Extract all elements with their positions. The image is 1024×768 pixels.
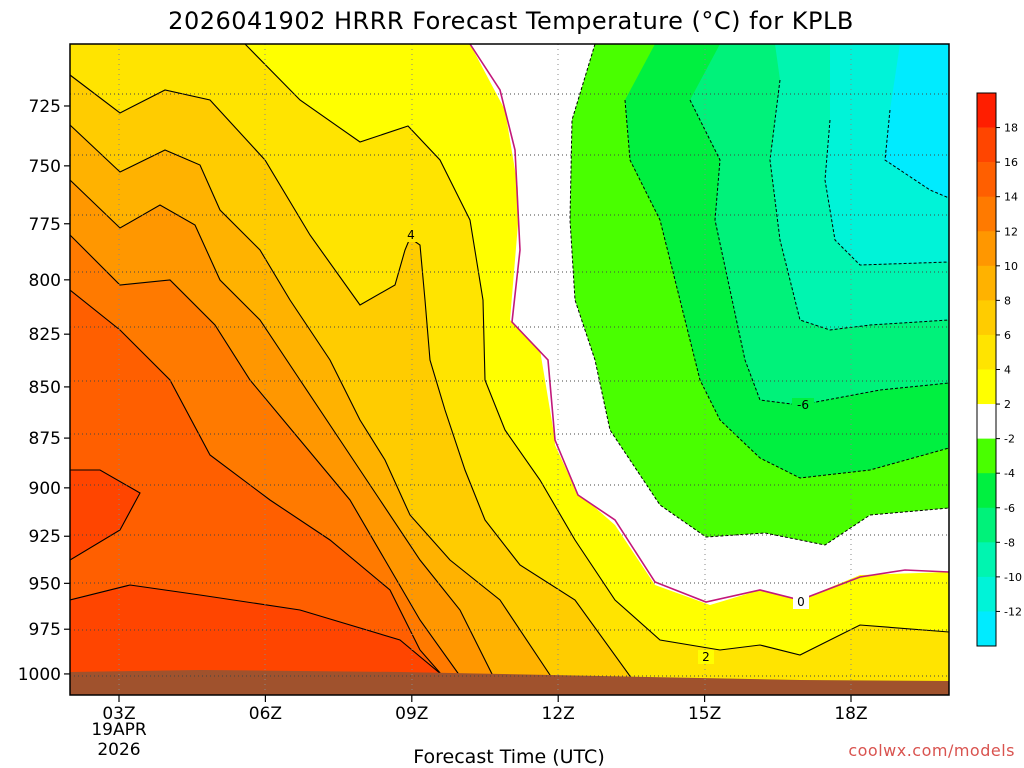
dashed-contours xyxy=(569,44,949,546)
x-tick-label: 12Z xyxy=(542,704,575,724)
chart-title: 2026041902 HRRR Forecast Temperature (°C… xyxy=(168,7,854,35)
colorbar-swatch xyxy=(977,196,996,232)
colorbar-label: 10 xyxy=(1004,260,1018,273)
colorbar-label: -2 xyxy=(1004,433,1015,446)
y-tick-label: 975 xyxy=(29,620,61,640)
colorbar-label: 18 xyxy=(1004,122,1018,135)
colorbar-label: 6 xyxy=(1004,329,1011,342)
contour-lines xyxy=(70,44,949,691)
colorbar-label: -8 xyxy=(1004,536,1015,549)
colorbar-label: -6 xyxy=(1004,502,1015,515)
y-tick-label: 850 xyxy=(29,378,61,398)
colorbar-swatch xyxy=(977,162,996,197)
colorbar-swatch xyxy=(977,404,996,439)
x-tick-label: 18Z xyxy=(834,704,867,724)
x-axis: 03Z 06Z 09Z 12Z 15Z 18Z xyxy=(102,695,868,724)
colorbar-swatch xyxy=(977,369,996,405)
colorbar-swatch xyxy=(977,576,996,612)
colorbar-swatch xyxy=(977,611,996,647)
band-minus14 xyxy=(885,44,949,198)
contour-fills xyxy=(70,44,949,695)
colorbar-label: -4 xyxy=(1004,467,1015,480)
freezing-line xyxy=(469,44,949,603)
contour-label-minus6: -6 xyxy=(797,398,809,412)
h-grid xyxy=(70,93,949,677)
colorbar-swatch xyxy=(977,507,996,543)
y-tick-label: 925 xyxy=(29,527,61,547)
colorbar-swatch xyxy=(977,438,996,474)
colorbar-label: -12 xyxy=(1004,605,1022,618)
x-date-label-year: 2026 xyxy=(97,740,140,760)
colorbar-swatch xyxy=(977,300,996,336)
colorbar-swatch xyxy=(977,265,996,301)
y-tick-label: 825 xyxy=(29,325,61,345)
y-axis: 725 750 775 800 825 850 875 900 925 950 975 1000 xyxy=(18,97,70,685)
colorbar-swatch xyxy=(977,473,996,509)
x-tick-label: 03Z xyxy=(102,704,135,724)
v-grid xyxy=(118,44,852,695)
colorbar-swatch xyxy=(977,127,996,163)
contour-label-4: 4 xyxy=(407,228,415,242)
y-tick-label: 1000 xyxy=(18,665,61,685)
x-date-label-month: 19APR xyxy=(91,720,147,740)
colorbar-label: 14 xyxy=(1004,191,1018,204)
y-tick-label: 775 xyxy=(29,215,61,235)
y-tick-label: 950 xyxy=(29,574,61,594)
colorbar-label: 8 xyxy=(1004,294,1011,307)
colorbar-label: -10 xyxy=(1004,571,1022,584)
y-tick-label: 800 xyxy=(29,271,61,291)
colorbar-label: 4 xyxy=(1004,364,1011,377)
contour-label-2: 2 xyxy=(702,650,710,664)
colorbar-label: 16 xyxy=(1004,156,1018,169)
y-tick-label: 725 xyxy=(29,97,61,117)
colorbar-swatch xyxy=(977,231,996,267)
colorbar-swatch xyxy=(977,334,996,370)
colorbar: 18 16 14 12 10 8 6 4 2 -2 -4 -6 -8 -10 -12 xyxy=(976,92,1022,647)
colorbar-label: 12 xyxy=(1004,225,1018,238)
ground xyxy=(70,670,949,695)
plot-frame xyxy=(69,43,950,696)
watermark: coolwx.com/models xyxy=(848,741,1015,760)
y-tick-label: 875 xyxy=(29,429,61,449)
contour-label-0: 0 xyxy=(797,595,805,609)
x-tick-label: 06Z xyxy=(249,704,282,724)
y-tick-label: 750 xyxy=(29,157,61,177)
colorbar-swatch xyxy=(977,542,996,578)
colorbar-label: 2 xyxy=(1004,398,1011,411)
colorbar-swatch xyxy=(977,93,996,128)
x-tick-label: 09Z xyxy=(395,704,428,724)
y-tick-label: 900 xyxy=(29,479,61,499)
x-axis-label: Forecast Time (UTC) xyxy=(413,746,604,768)
x-tick-label: 15Z xyxy=(688,704,721,724)
